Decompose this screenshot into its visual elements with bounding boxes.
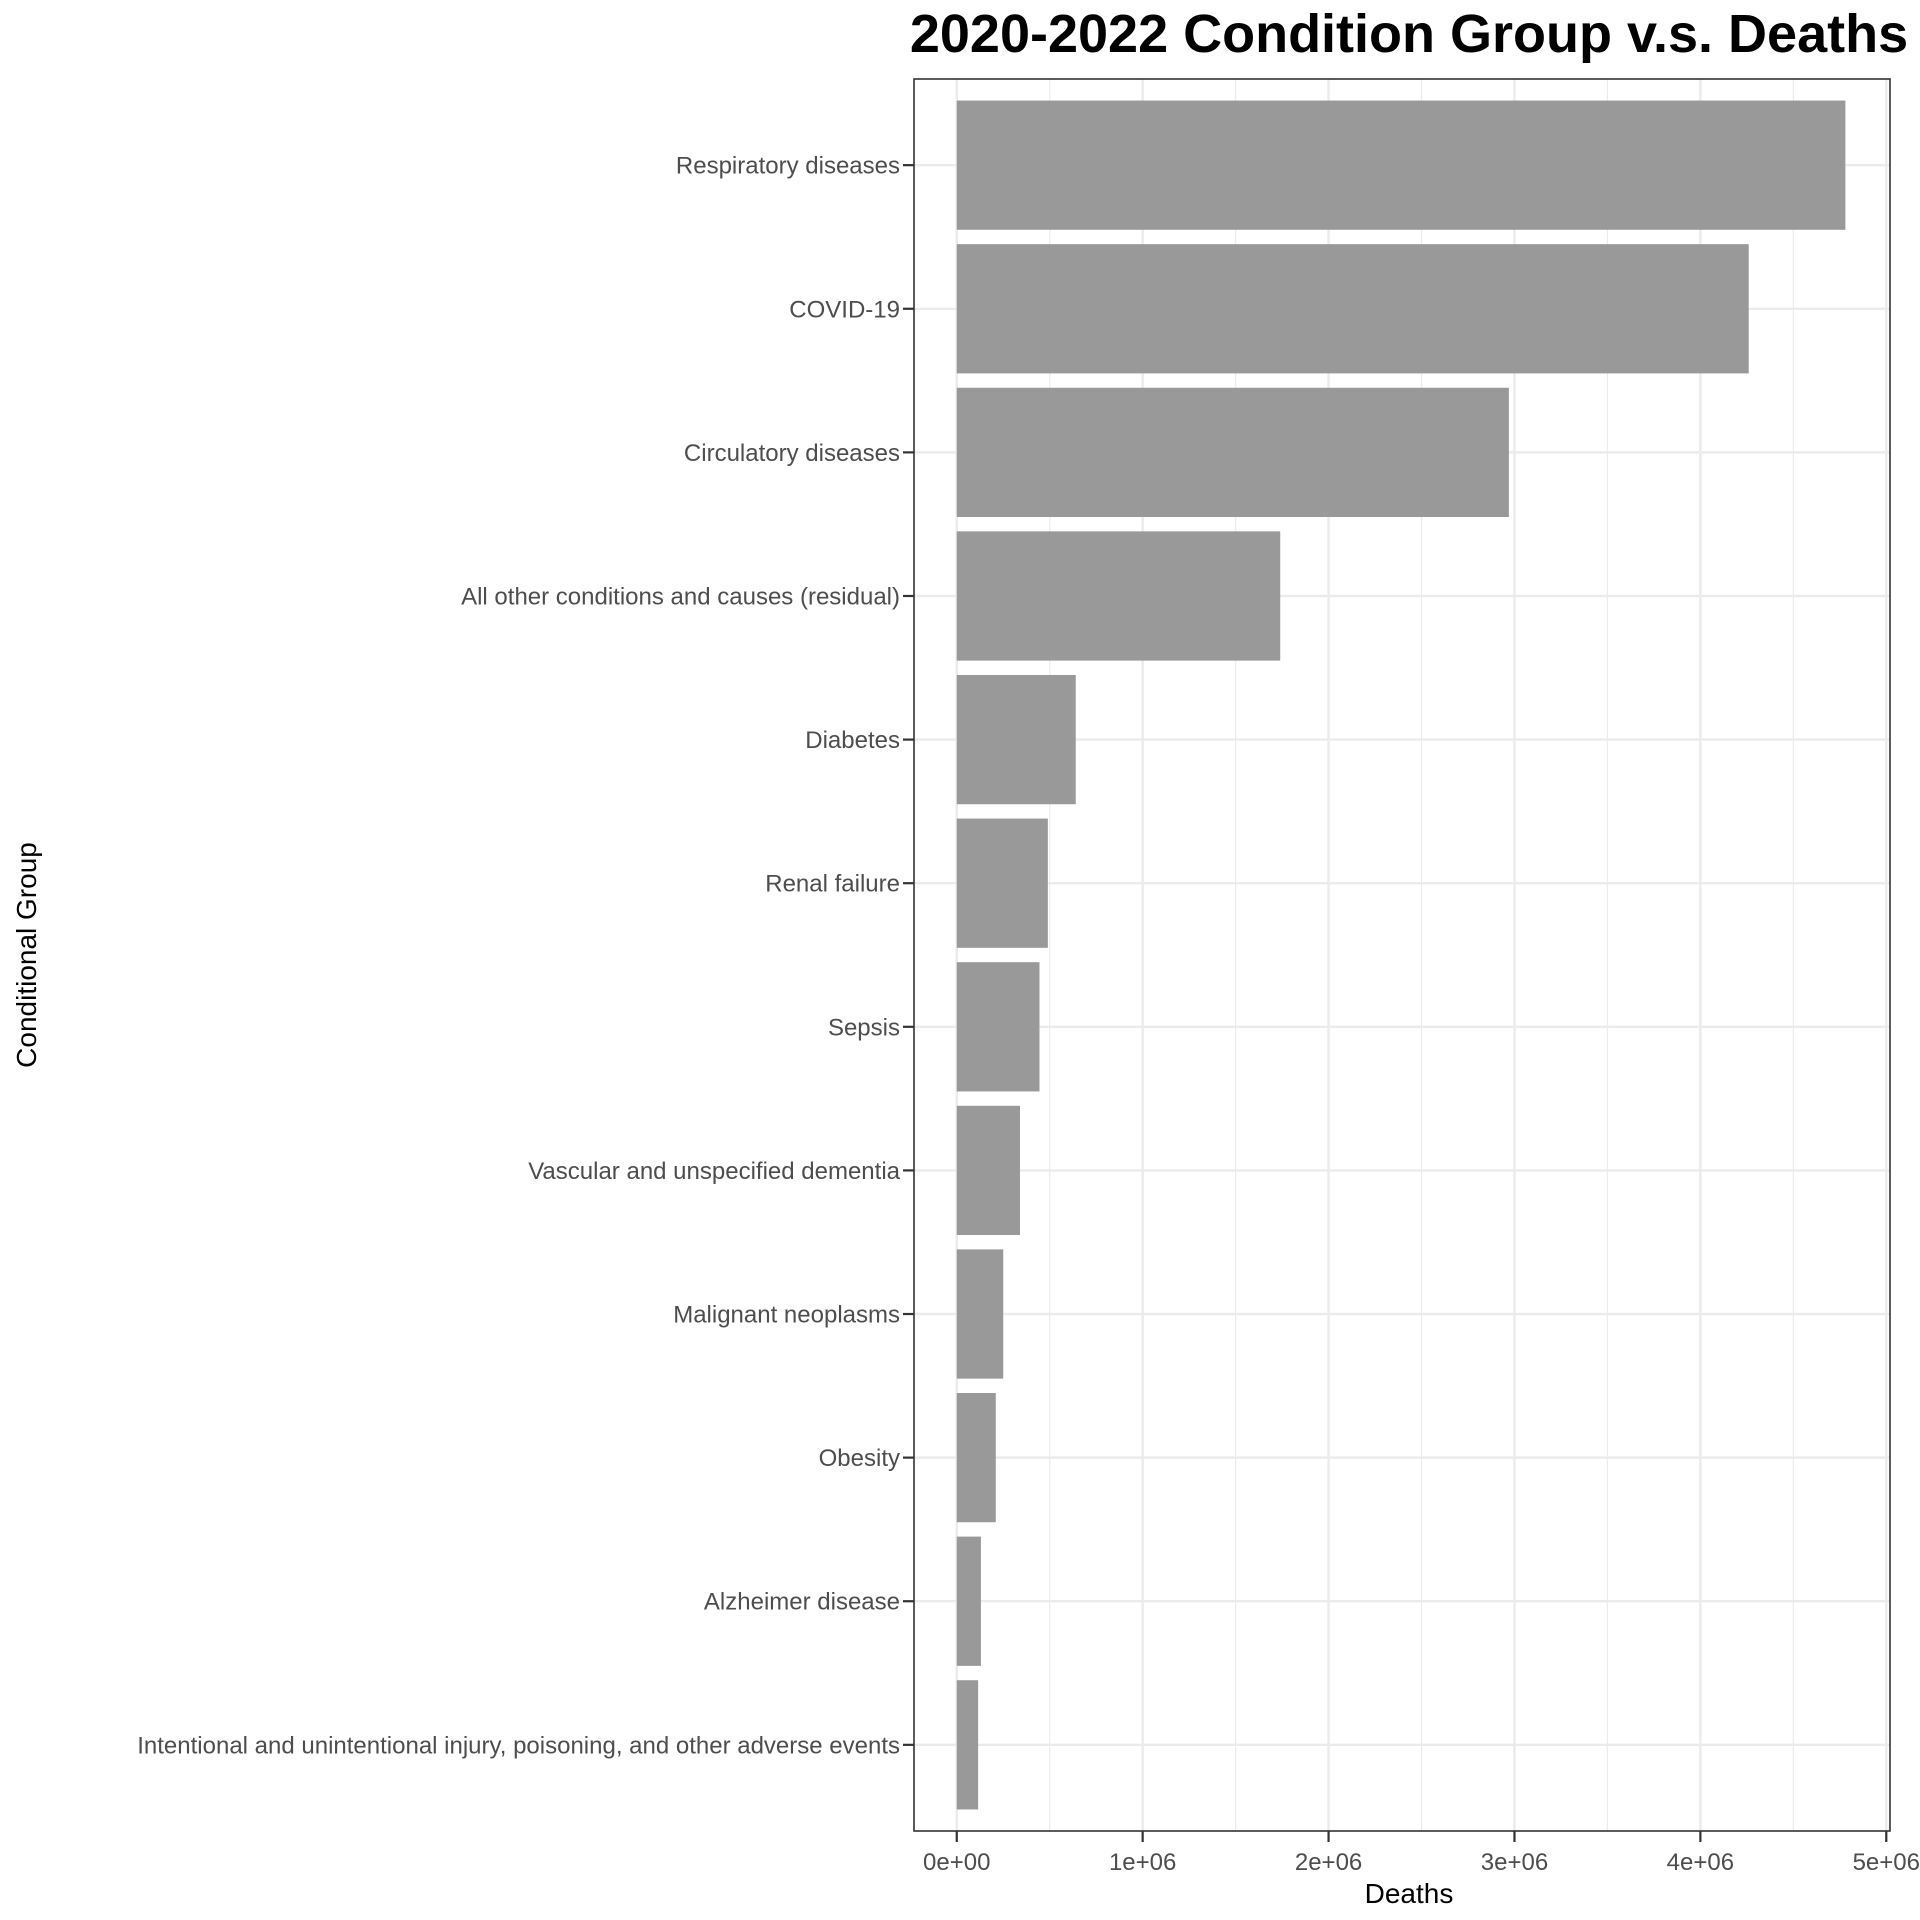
bar (956, 1105, 1020, 1236)
bars (956, 100, 1846, 1810)
y-tick-label: All other conditions and causes (residua… (461, 583, 900, 610)
y-axis-title: Conditional Group (11, 842, 42, 1068)
bar (956, 387, 1509, 517)
x-tick-label: 1e+06 (1109, 1849, 1176, 1876)
x-tick-label: 3e+06 (1481, 1849, 1548, 1876)
x-tick-label: 4e+06 (1667, 1849, 1734, 1876)
y-tick-label: Sepsis (828, 1014, 900, 1041)
y-tick-label: Intentional and unintentional injury, po… (137, 1732, 900, 1759)
bar (956, 818, 1048, 948)
x-tick-label: 0e+00 (923, 1849, 990, 1876)
x-tick-label: 2e+06 (1295, 1849, 1362, 1876)
x-axis-title: Deaths (1365, 1878, 1454, 1909)
x-tick-label: 5e+06 (1853, 1849, 1920, 1876)
y-tick-label: COVID-19 (789, 296, 900, 323)
y-tick-label: Vascular and unspecified dementia (528, 1158, 900, 1185)
bar (956, 962, 1040, 1092)
panel-border (913, 78, 1891, 1832)
y-tick-label: Diabetes (805, 727, 900, 754)
bar (956, 1393, 996, 1523)
bar (956, 1536, 981, 1666)
bar (956, 244, 1749, 374)
y-tick-label: Obesity (819, 1445, 900, 1472)
x-axis: 0e+00 1e+06 2e+06 3e+06 4e+06 5e+06 (923, 1831, 1920, 1876)
bar (956, 674, 1076, 805)
y-tick-label: Malignant neoplasms (673, 1302, 900, 1329)
y-axis: Respiratory diseases COVID-19 Circulatory … (137, 153, 914, 1759)
bar (956, 100, 1846, 230)
bar (956, 1249, 1004, 1379)
bar (956, 1680, 979, 1810)
y-tick-label: Renal failure (765, 871, 900, 898)
y-tick-label: Respiratory diseases (676, 153, 900, 180)
bar (956, 531, 1281, 661)
chart-title: 2020-2022 Condition Group v.s. Deaths (910, 4, 1908, 64)
y-tick-label: Circulatory diseases (684, 440, 900, 467)
y-tick-label: Alzheimer disease (704, 1589, 900, 1616)
